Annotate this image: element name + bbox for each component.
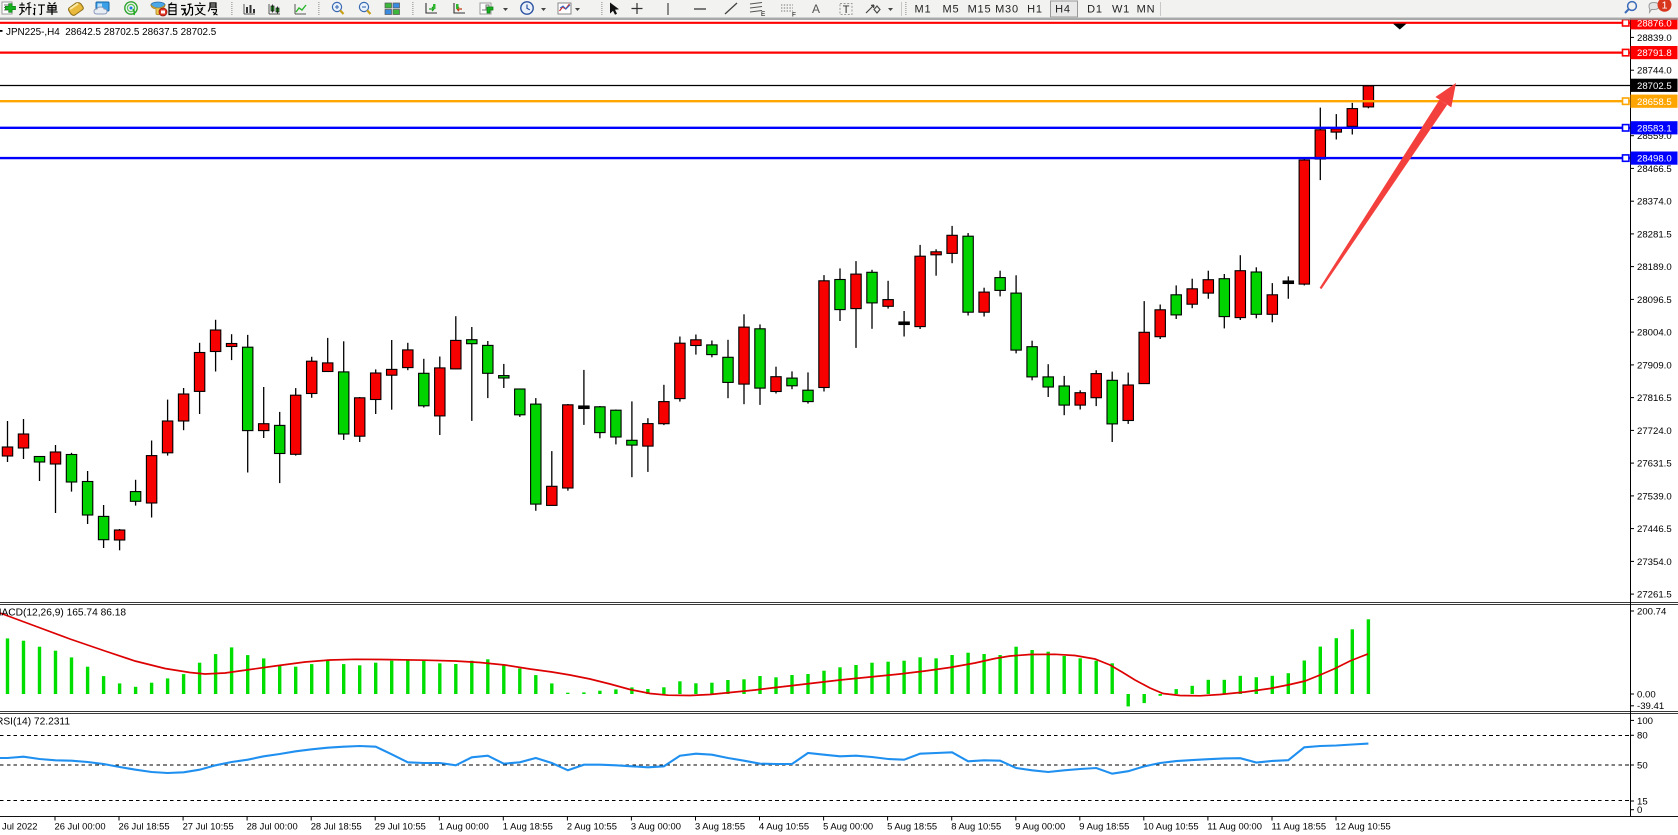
svg-text:80: 80 (1637, 731, 1648, 742)
svg-text:8 Aug 10:55: 8 Aug 10:55 (951, 821, 1001, 832)
svg-text:28 Jul 18:55: 28 Jul 18:55 (311, 821, 362, 832)
svg-text:28839.0: 28839.0 (1637, 33, 1672, 44)
svg-text:E: E (761, 11, 766, 18)
svg-text:0: 0 (1637, 805, 1642, 816)
svg-text:27446.5: 27446.5 (1637, 524, 1672, 535)
svg-text:28281.5: 28281.5 (1637, 229, 1672, 240)
svg-text:W1: W1 (1112, 4, 1130, 16)
svg-text:11 Aug 18:55: 11 Aug 18:55 (1272, 821, 1327, 832)
svg-text:26 Jul 18:55: 26 Jul 18:55 (119, 821, 170, 832)
svg-text:4 Aug 10:55: 4 Aug 10:55 (759, 821, 809, 832)
svg-text:200.74: 200.74 (1637, 606, 1667, 617)
svg-text:0.00: 0.00 (1637, 689, 1656, 700)
svg-text:11 Aug 00:00: 11 Aug 00:00 (1207, 821, 1262, 832)
svg-text:25 Jul 2022: 25 Jul 2022 (0, 821, 37, 832)
svg-text:29 Jul 10:55: 29 Jul 10:55 (375, 821, 426, 832)
svg-text:50: 50 (1637, 760, 1648, 771)
svg-text:T: T (843, 4, 850, 16)
svg-text:MACD(12,26,9) 165.74 86.18: MACD(12,26,9) 165.74 86.18 (0, 608, 126, 619)
svg-text:M1: M1 (915, 4, 932, 16)
svg-text:5 Aug 18:55: 5 Aug 18:55 (887, 821, 937, 832)
svg-text:27909.0: 27909.0 (1637, 360, 1672, 371)
svg-text:28466.5: 28466.5 (1637, 164, 1672, 175)
svg-text:M5: M5 (943, 4, 960, 16)
svg-text:2 Aug 10:55: 2 Aug 10:55 (567, 821, 617, 832)
svg-text:28744.0: 28744.0 (1637, 66, 1672, 77)
svg-text:28583.1: 28583.1 (1637, 123, 1672, 134)
svg-text:28096.5: 28096.5 (1637, 295, 1672, 306)
svg-text:15: 15 (1637, 796, 1648, 807)
svg-text:9 Aug 18:55: 9 Aug 18:55 (1079, 821, 1129, 832)
svg-text:27261.5: 27261.5 (1637, 590, 1672, 601)
svg-text:3 Aug 00:00: 3 Aug 00:00 (631, 821, 681, 832)
svg-text:9 Aug 00:00: 9 Aug 00:00 (1015, 821, 1065, 832)
svg-text:28004.0: 28004.0 (1637, 328, 1672, 339)
svg-text:1 Aug 00:00: 1 Aug 00:00 (439, 821, 489, 832)
svg-text:28658.5: 28658.5 (1637, 97, 1672, 108)
svg-text:M15: M15 (968, 4, 992, 16)
svg-text:A: A (812, 2, 820, 16)
svg-text:28189.0: 28189.0 (1637, 262, 1672, 273)
svg-text:JPN225-,H4 28642.5 28702.5 28: JPN225-,H4 28642.5 28702.5 28637.5 28702… (6, 27, 217, 38)
svg-text:-39.41: -39.41 (1637, 701, 1664, 712)
svg-text:5 Aug 00:00: 5 Aug 00:00 (823, 821, 873, 832)
svg-text:MN: MN (1137, 4, 1156, 16)
svg-text:28791.8: 28791.8 (1637, 48, 1672, 59)
svg-text:27539.0: 27539.0 (1637, 491, 1672, 502)
svg-text:100: 100 (1637, 716, 1653, 727)
svg-text:27724.0: 27724.0 (1637, 426, 1672, 437)
svg-text:27 Jul 10:55: 27 Jul 10:55 (183, 821, 234, 832)
svg-text:M30: M30 (995, 4, 1019, 16)
svg-text:RSI(14) 72.2311: RSI(14) 72.2311 (0, 717, 70, 728)
svg-text:27354.0: 27354.0 (1637, 557, 1672, 568)
svg-text:28498.0: 28498.0 (1637, 154, 1672, 165)
svg-text:10 Aug 10:55: 10 Aug 10:55 (1143, 821, 1198, 832)
svg-text:26 Jul 00:00: 26 Jul 00:00 (55, 821, 106, 832)
svg-text:1 Aug 18:55: 1 Aug 18:55 (503, 821, 553, 832)
svg-text:D1: D1 (1087, 4, 1103, 16)
svg-text:28 Jul 00:00: 28 Jul 00:00 (247, 821, 298, 832)
svg-text:27816.5: 27816.5 (1637, 393, 1672, 404)
svg-text:28559.0: 28559.0 (1637, 131, 1672, 142)
svg-text:28374.0: 28374.0 (1637, 197, 1672, 208)
svg-text:27631.5: 27631.5 (1637, 459, 1672, 470)
svg-text:H4: H4 (1055, 4, 1071, 16)
svg-text:28702.5: 28702.5 (1637, 81, 1672, 92)
svg-text:1: 1 (1662, 0, 1668, 12)
svg-text:H1: H1 (1027, 4, 1043, 16)
svg-text:28876.0: 28876.0 (1637, 18, 1672, 29)
svg-text:F: F (792, 12, 796, 19)
svg-text:12 Aug 10:55: 12 Aug 10:55 (1336, 821, 1391, 832)
svg-text:3 Aug 18:55: 3 Aug 18:55 (695, 821, 745, 832)
